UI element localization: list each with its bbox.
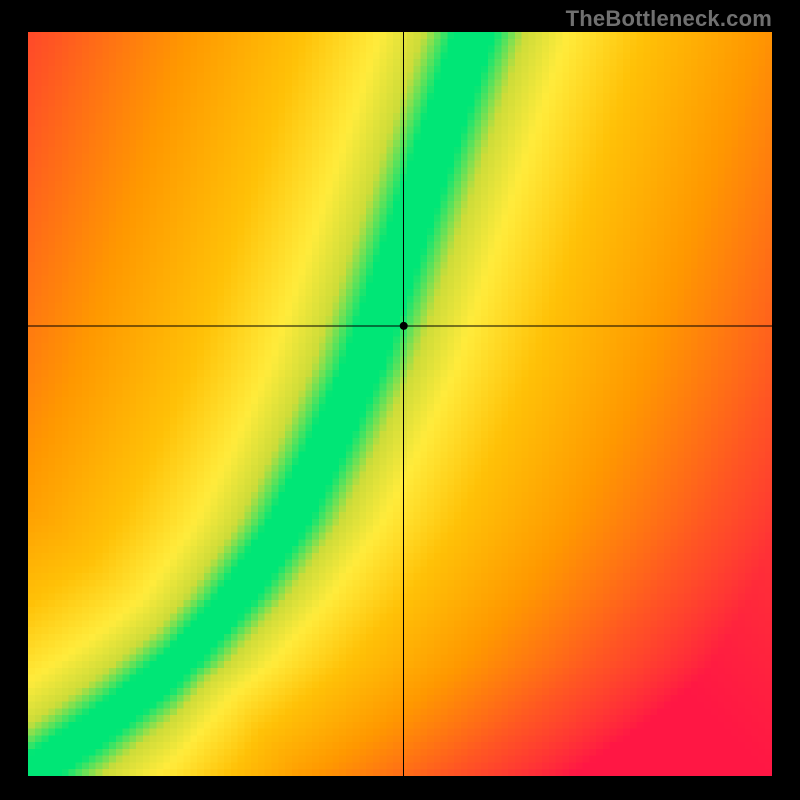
watermark-text: TheBottleneck.com <box>566 6 772 32</box>
heatmap-canvas <box>28 32 772 776</box>
chart-container: TheBottleneck.com <box>0 0 800 800</box>
